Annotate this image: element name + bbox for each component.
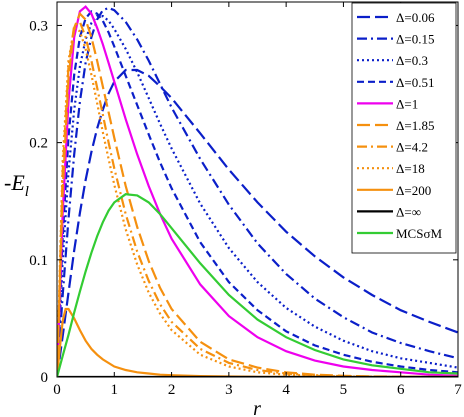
x-tick-label-3: 3 <box>225 382 233 398</box>
x-tick-label-7: 7 <box>454 382 462 398</box>
legend-label-6: Δ=4.2 <box>396 140 428 155</box>
series-line-6 <box>57 20 458 377</box>
legend-label-1: Δ=0.15 <box>396 32 434 47</box>
legend-label-2: Δ=0.3 <box>396 53 428 68</box>
y-axis-label-subscript: l <box>25 184 29 200</box>
plot-frame <box>56 1 459 378</box>
legend: Δ=0.06 Δ=0.15 Δ=0.3 Δ=0.51 Δ=1 Δ=1.85 Δ=4.2 Δ=1… <box>351 2 457 254</box>
y-axis-label: -El <box>4 170 29 200</box>
legend-label-0: Δ=0.06 <box>396 10 435 25</box>
series-line-10 <box>57 193 458 377</box>
x-tick-label-2: 2 <box>168 382 176 398</box>
x-tick-label-0: 0 <box>53 382 61 398</box>
legend-label-4: Δ=1 <box>396 96 418 111</box>
ticks-layer: 0 1 2 3 4 5 6 7 0 0.1 0.2 0.3 <box>29 2 462 398</box>
series-layer <box>57 5 458 377</box>
legend-label-3: Δ=0.51 <box>396 75 434 90</box>
y-tick-label-2: 0.2 <box>29 136 48 152</box>
y-tick-label-0: 0 <box>41 370 49 386</box>
legend-label-5: Δ=1.85 <box>396 118 434 133</box>
legend-label-8: Δ=200 <box>396 183 431 198</box>
y-tick-label-3: 0.3 <box>29 18 48 34</box>
legend-label-7: Δ=18 <box>396 161 425 176</box>
y-axis-label-main: -E <box>4 170 25 195</box>
x-axis-label: r <box>253 398 261 417</box>
series-line-1 <box>57 6 458 377</box>
legend-label-9: Δ=∞ <box>396 204 421 219</box>
x-tick-label-1: 1 <box>111 382 119 398</box>
x-tick-label-6: 6 <box>397 382 405 398</box>
x-tick-label-4: 4 <box>282 382 290 398</box>
series-line-0 <box>57 68 458 377</box>
series-line-2 <box>57 15 458 377</box>
series-line-4 <box>57 5 458 377</box>
x-tick-label-5: 5 <box>340 382 348 398</box>
series-line-3 <box>57 10 458 377</box>
legend-label-10: MCSσM <box>396 226 442 241</box>
y-tick-label-1: 0.1 <box>29 253 48 269</box>
